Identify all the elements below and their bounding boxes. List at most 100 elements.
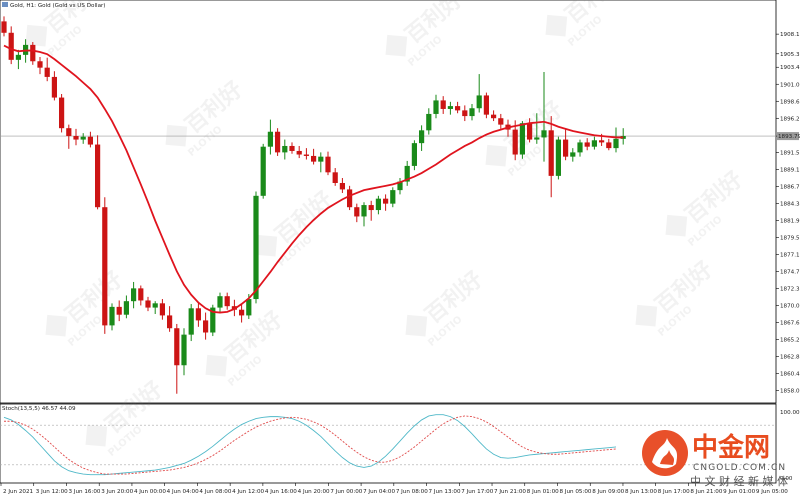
candle-body — [116, 306, 122, 315]
candle-body — [447, 106, 453, 109]
candle-body — [303, 154, 309, 156]
candle-body — [217, 296, 223, 308]
moving-average-line — [3, 44, 624, 314]
time-tick-label: 3 Jun 12:00 — [36, 489, 68, 495]
candle-body — [167, 315, 173, 329]
price-tick-label: 1865.22 — [780, 337, 800, 343]
candle-body — [390, 190, 396, 204]
candle — [159, 299, 165, 320]
candle — [44, 57, 50, 82]
stoch-level-lines — [0, 424, 776, 466]
price-tick-label: 1858.05 — [780, 389, 800, 395]
candle-body — [44, 67, 50, 77]
candle-body — [541, 130, 547, 138]
stoch-axis: 100.00 0.00 — [780, 410, 800, 482]
candle — [548, 116, 554, 198]
candle — [318, 152, 324, 173]
price-tick-label: 1896.29 — [780, 116, 800, 122]
candle-body — [397, 181, 403, 191]
price-tick-label: 1872.39 — [780, 286, 800, 292]
candle — [8, 26, 14, 65]
candle — [383, 194, 389, 211]
candle — [527, 118, 533, 143]
time-tick-label: 4 Jun 12:00 — [232, 489, 264, 495]
candle — [267, 119, 273, 155]
candle-body — [433, 100, 439, 114]
candle-body — [15, 54, 21, 60]
time-tick-label: 9 Jun 05:00 — [756, 489, 788, 495]
candle-body — [123, 301, 129, 315]
candle-body — [527, 123, 533, 140]
candle — [447, 101, 453, 115]
logo-domain: CNGOLD.COM.CN — [693, 463, 786, 473]
candle — [311, 148, 317, 165]
candle — [462, 105, 468, 122]
cngold-logo: 中金网 CNGOLD.COM.CN 中 文 财 经 新 媒 体 — [642, 430, 788, 488]
candle-body — [267, 131, 273, 147]
candle-body — [311, 155, 317, 162]
candle-body — [203, 320, 209, 333]
candle — [433, 94, 439, 119]
candle — [411, 140, 417, 171]
candle — [491, 110, 497, 122]
stoch-main-line — [3, 414, 617, 476]
price-axis: 1908.11 1905.35 1903.46 1901.07 1898.68 1896.… — [776, 32, 800, 395]
candle — [116, 300, 122, 322]
candle-body — [339, 182, 345, 190]
candle — [145, 296, 151, 312]
time-tick-label: 7 Jun 17:00 — [461, 489, 493, 495]
candle — [30, 42, 36, 65]
candle — [591, 136, 597, 150]
candle-body — [30, 44, 36, 62]
candle — [613, 127, 619, 153]
candle — [440, 96, 446, 114]
candle-body — [563, 139, 569, 157]
candle — [210, 304, 216, 337]
candle — [303, 148, 309, 160]
candle-body — [296, 150, 302, 155]
time-tick-label: 8 Jun 13:00 — [625, 489, 657, 495]
candle — [332, 168, 338, 186]
candle-body — [440, 100, 446, 109]
price-tick-label: 1891.51 — [780, 150, 800, 156]
candle — [66, 124, 72, 149]
time-tick-label: 8 Jun 01:00 — [527, 489, 559, 495]
candle — [167, 306, 173, 332]
candle-body — [51, 76, 57, 98]
stoch-tick-label: 100.00 — [780, 410, 800, 416]
candle — [51, 71, 57, 101]
logo-tagline: 中 文 财 经 新 媒 体 — [690, 474, 788, 488]
candle-body — [419, 130, 425, 144]
time-tick-label: 8 Jun 05:00 — [559, 489, 591, 495]
candle — [59, 94, 65, 133]
candle — [375, 195, 381, 215]
price-tick-label: 1879.56 — [780, 235, 800, 241]
current-price-box — [777, 132, 799, 141]
price-tick-label: 1905.35 — [780, 52, 800, 58]
candle-body — [347, 189, 353, 208]
time-tick-label: 9 Jun 01:00 — [723, 489, 755, 495]
candle — [397, 178, 403, 195]
price-tick-label: 1874.78 — [780, 269, 800, 275]
time-tick-label: 7 Jun 08:00 — [396, 489, 428, 495]
candle — [354, 203, 360, 223]
candle — [469, 103, 475, 121]
candle — [483, 92, 489, 119]
candle-body — [131, 288, 137, 302]
stoch-tick-label: 0.00 — [780, 476, 793, 482]
candle — [188, 304, 194, 342]
candle — [368, 200, 374, 221]
candle — [15, 49, 21, 70]
candle-body — [66, 128, 72, 137]
candle — [534, 113, 540, 144]
main-panel-frame — [0, 0, 777, 404]
candle — [275, 128, 281, 156]
candle-body — [1, 21, 7, 33]
candle-body — [188, 308, 194, 335]
price-tick-label: 1867.61 — [780, 320, 800, 326]
time-tick-label: 7 Jun 13:00 — [429, 489, 461, 495]
candle — [195, 303, 201, 327]
main-chart-title: Gold, H1: Gold (Gold vs US Dollar) — [10, 3, 105, 9]
time-tick-label: 4 Jun 08:00 — [199, 489, 231, 495]
